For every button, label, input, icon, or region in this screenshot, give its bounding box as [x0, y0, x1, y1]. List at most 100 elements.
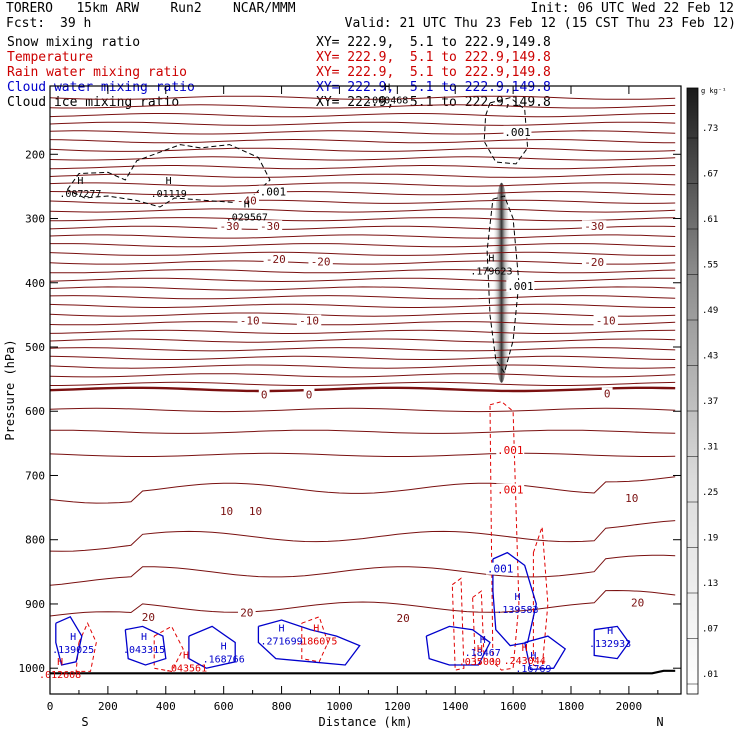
- colorbar-tick-label: .31: [702, 443, 718, 453]
- isotherm: [50, 295, 676, 300]
- temperature-label: 20: [397, 612, 410, 625]
- cloud-water-contour: [492, 551, 537, 647]
- temperature-label-bg: [628, 596, 647, 609]
- maximum-value: .043315: [123, 645, 165, 656]
- temperature-label-bg: [257, 220, 283, 233]
- maximum-value: .132933: [589, 639, 631, 650]
- isotherm: [50, 130, 676, 135]
- cloud-water-contour: [55, 615, 83, 666]
- snow-label-bg: [506, 279, 535, 292]
- maximum-marker: H: [480, 635, 486, 646]
- temperature-label: 0: [261, 389, 268, 402]
- isotherm: [50, 381, 676, 386]
- maximum-marker: H: [488, 254, 494, 265]
- cloud-water-contour: [425, 625, 491, 666]
- isotherm: [50, 156, 676, 161]
- isotherm: [50, 243, 676, 248]
- maximum-value: .271699: [260, 637, 302, 648]
- temperature-label: -10: [596, 315, 616, 328]
- legend-snow-range: XY= 222.9, 5.1 to 222.9,149.8: [316, 35, 551, 50]
- forecast-label: Fcst:: [6, 16, 46, 31]
- colorbar-units: g kg⁻¹: [701, 87, 726, 95]
- isotherm: [50, 165, 676, 170]
- temperature-label-bg: [263, 252, 288, 265]
- x-axis-title: Distance (km): [319, 715, 413, 729]
- maximum-marker: H: [279, 624, 285, 635]
- isotherm: [50, 147, 676, 152]
- isotherm: [50, 429, 676, 434]
- rain-label: .001: [497, 484, 524, 497]
- isotherm: [50, 452, 676, 457]
- colorbar-tick-label: .67: [702, 170, 718, 180]
- x-tick-label: 1400: [442, 700, 469, 713]
- snow-contour: [486, 195, 520, 374]
- isotherm: [50, 589, 676, 617]
- x-tick-label: 400: [156, 700, 176, 713]
- temperature-label-bg: [601, 387, 613, 400]
- y-tick-label: 600: [25, 405, 45, 418]
- y-tick-label: 300: [25, 213, 45, 226]
- maximum-value: .168766: [203, 655, 245, 666]
- rain-contour: [489, 401, 520, 671]
- colorbar-tick-label: .61: [702, 215, 718, 225]
- rain-contour: [301, 616, 329, 663]
- maximum-value: .243044: [504, 656, 546, 667]
- temperature-label-bg: [238, 606, 256, 619]
- maximum-value: .179623: [470, 267, 512, 278]
- isotherm: [50, 190, 676, 196]
- temperature-label-bg: [217, 504, 236, 517]
- colorbar-tick-label: .49: [702, 306, 718, 316]
- x-tick-label: 1000: [326, 700, 353, 713]
- y-tick-label: 200: [25, 148, 45, 161]
- temperature-label-bg: [581, 220, 607, 233]
- isotherm: [50, 234, 676, 239]
- isotherm: [50, 338, 676, 343]
- maximum-marker: H: [477, 644, 483, 655]
- isotherm: [50, 373, 676, 378]
- maximum-value: .029567: [226, 213, 268, 224]
- isotherm: [50, 329, 676, 334]
- temperature-label: -30: [584, 220, 604, 233]
- maximum-value: .139025: [52, 645, 94, 656]
- isotherm: [50, 113, 676, 118]
- temperature-label-bg: [296, 314, 322, 327]
- maximum-marker: H: [607, 626, 613, 637]
- legend-temperature-range: XY= 222.9, 5.1 to 222.9,149.8: [316, 50, 551, 65]
- cloud-water-contour: [188, 625, 236, 669]
- legend-rain: Rain water mixing ratio: [7, 65, 188, 80]
- isotherm: [50, 355, 676, 360]
- temperature-label: 10: [220, 505, 233, 518]
- cloud-water-contour: [593, 625, 630, 660]
- maximum-value: .000468: [366, 96, 408, 107]
- rain-label-bg: [496, 443, 525, 456]
- y-tick-label: 900: [25, 598, 45, 611]
- x-tick-label: 800: [272, 700, 292, 713]
- snow-label-bg: [503, 125, 532, 138]
- rain-label-bg: [496, 483, 525, 496]
- y-tick-label: 500: [25, 341, 45, 354]
- legend-cloud-water-range: XY= 222.9, 5.1 to 222.9,149.8: [316, 80, 551, 95]
- legend-temperature: Temperature: [7, 50, 94, 65]
- maximum-marker: H: [313, 624, 319, 635]
- x-tick-label: 1800: [558, 700, 585, 713]
- maximum-marker: H: [244, 200, 250, 211]
- isotherm: [50, 269, 676, 274]
- temperature-label: 10: [625, 492, 638, 505]
- rain-label: .001: [497, 444, 524, 457]
- isotherm: [50, 251, 676, 256]
- temperature-label: -10: [299, 315, 319, 328]
- temperature-label-bg: [394, 612, 412, 625]
- x-tick-label: 200: [98, 700, 118, 713]
- legend-cloud-ice-range: XY= 222.9, 5.1 to 222.9,149.8: [316, 95, 551, 110]
- isotherm: [50, 554, 676, 586]
- colorbar-tick-label: .73: [702, 124, 718, 134]
- colorbar-tick-label: .19: [702, 534, 718, 544]
- maximum-value: .16769: [515, 664, 551, 675]
- isotherm: [50, 182, 676, 187]
- legend-rain-range: XY= 222.9, 5.1 to 222.9,149.8: [316, 65, 551, 80]
- isotherm: [50, 217, 676, 222]
- cloud-water-contour: [257, 619, 361, 666]
- maximum-marker: H: [141, 632, 147, 643]
- y-tick-label: 800: [25, 534, 45, 547]
- cloud-water-contour: [124, 625, 167, 666]
